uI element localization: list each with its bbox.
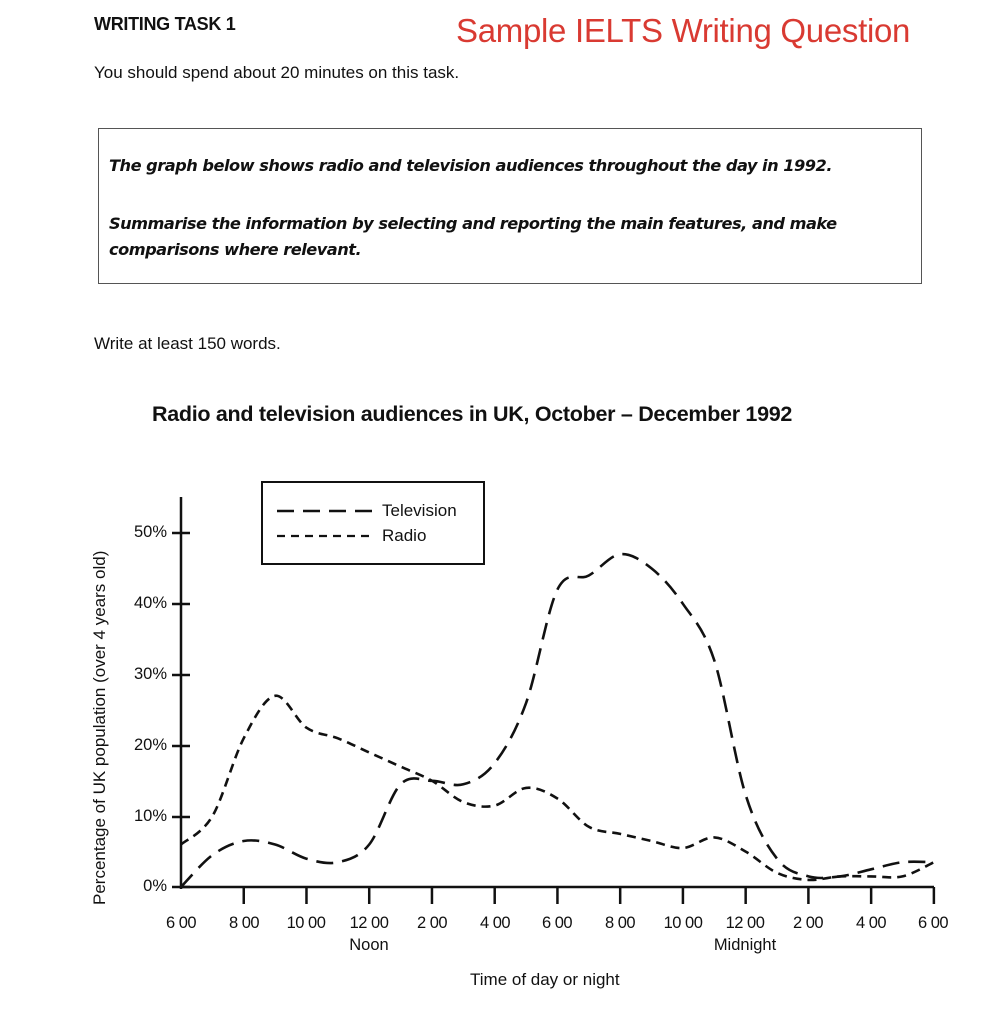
y-tick-label: 50% xyxy=(133,523,167,541)
x-axis-label: Time of day or night xyxy=(470,970,620,989)
y-tick-label: 10% xyxy=(133,807,167,825)
chart-title: Radio and television audiences in UK, Oc… xyxy=(152,402,793,426)
television-series-line xyxy=(180,552,934,888)
x-tick-label: 4 00 xyxy=(855,914,887,932)
y-tick-label: 30% xyxy=(133,665,167,683)
y-axis xyxy=(172,497,190,889)
task-heading: WRITING TASK 1 xyxy=(94,14,236,34)
prompt-description: The graph below shows radio and televisi… xyxy=(109,156,832,175)
y-tick-label: 20% xyxy=(133,736,167,754)
time-instruction: You should spend about 20 minutes on thi… xyxy=(94,63,460,82)
x-tick-label: 12 00 xyxy=(725,914,765,932)
word-count-instruction: Write at least 150 words. xyxy=(94,334,281,353)
x-tick-label: 6 00 xyxy=(541,914,573,932)
x-tick-label: 2 00 xyxy=(416,914,448,932)
radio-series-line xyxy=(180,694,935,882)
midnight-label: Midnight xyxy=(713,936,777,954)
x-tick-label: 2 00 xyxy=(792,914,824,932)
y-tick-label: 0% xyxy=(143,877,167,895)
sample-question-label: Sample IELTS Writing Question xyxy=(456,12,911,49)
task-prompt-box: The graph below shows radio and televisi… xyxy=(98,128,922,284)
prompt-instruction: Summarise the information by selecting a… xyxy=(109,214,837,259)
x-tick-label: 6 00 xyxy=(917,914,949,932)
x-tick-label: 8 00 xyxy=(604,914,636,932)
x-tick-label: 8 00 xyxy=(228,914,260,932)
y-tick-label: 40% xyxy=(133,594,167,612)
x-tick-label: 4 00 xyxy=(479,914,511,932)
legend-label-television: Television xyxy=(382,501,457,520)
x-tick-label: 6 00 xyxy=(165,914,197,932)
legend-label-radio: Radio xyxy=(382,526,427,545)
x-axis xyxy=(181,885,936,904)
x-tick-label: 12 00 xyxy=(349,914,389,932)
noon-label: Noon xyxy=(349,936,389,954)
x-tick-label: 10 00 xyxy=(286,914,326,932)
chart-legend: Television Radio xyxy=(261,481,485,565)
x-tick-label: 10 00 xyxy=(663,914,703,932)
